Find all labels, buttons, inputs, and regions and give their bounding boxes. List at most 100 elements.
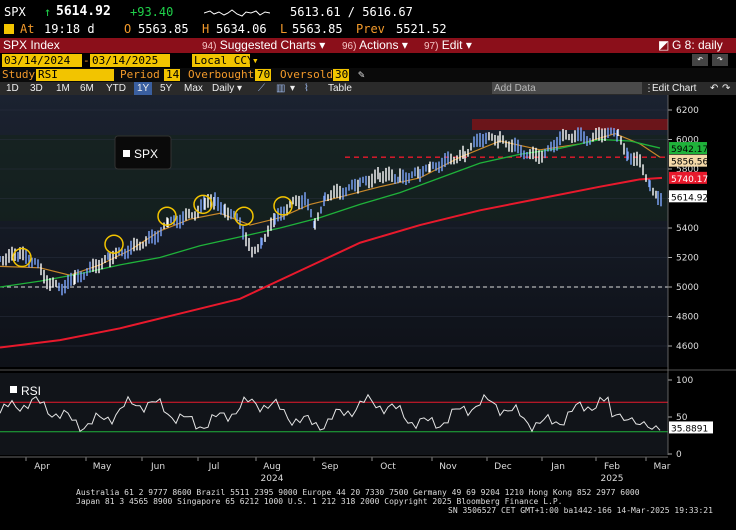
chart-name: G 8: daily: [672, 38, 723, 52]
caret-down-icon: ▾: [401, 38, 408, 52]
highlight-circle: [234, 206, 254, 226]
oversold-label: Oversold: [280, 68, 333, 81]
menu-num: 96): [342, 41, 357, 52]
currency-select[interactable]: Local CCY: [192, 54, 254, 67]
x-tick-label: Nov: [439, 462, 457, 472]
y-tick-label: 4600: [676, 342, 699, 352]
horizontal-lines: [0, 156, 668, 433]
frequency-select[interactable]: Daily ▾: [212, 82, 242, 95]
line-chart-icon[interactable]: ⟋: [258, 83, 265, 94]
settings-icon[interactable]: ⋮: [644, 83, 654, 94]
overbought-input[interactable]: 70: [255, 68, 271, 81]
price-tag: [669, 171, 707, 184]
x-tick-label: Feb: [604, 462, 620, 472]
add-data-input[interactable]: Add Data: [492, 82, 642, 94]
study-label: Study: [2, 68, 36, 81]
start-date-input[interactable]: 03/14/2024: [2, 54, 82, 67]
price-tag: [669, 190, 707, 203]
study-bar: Study RSI Period 14 Overbought 70 Overso…: [0, 68, 736, 82]
y-tick-label: 5400: [676, 224, 699, 234]
y-tick-label: 5000: [676, 283, 699, 293]
range-1m[interactable]: 1M: [56, 83, 70, 94]
candles: [0, 127, 662, 296]
study-select[interactable]: RSI: [36, 69, 114, 81]
range-3d[interactable]: 3D: [30, 83, 43, 94]
range-max[interactable]: Max: [184, 83, 203, 94]
rsi-lines: [0, 393, 661, 433]
price-tags: 5942.17 5856.56 5740.17 5614.92 35.8891: [669, 142, 713, 434]
rsi-tick-label: 50: [676, 413, 688, 423]
open-label: O: [124, 22, 132, 36]
menu-label: Edit: [441, 38, 463, 52]
ticker-symbol[interactable]: SPX: [4, 5, 26, 19]
ma-slow-line: [0, 176, 663, 349]
redo-icon[interactable]: ↷: [712, 54, 728, 66]
price-change: +93.40: [130, 5, 174, 19]
gridlines: [0, 109, 736, 371]
highlight-circle: [12, 247, 32, 268]
x-tick-label: Jul: [208, 462, 220, 472]
x-tick-label: Sep: [322, 462, 339, 472]
price-tag: [669, 142, 707, 155]
oversold-input[interactable]: 30: [333, 68, 349, 81]
caret-down-icon: ▾: [465, 38, 472, 52]
menu-actions[interactable]: 96) Actions ▾: [342, 38, 408, 54]
period-label: Period: [120, 68, 160, 81]
redo-icon[interactable]: ↷: [722, 83, 731, 94]
caret-down-icon[interactable]: ▾: [290, 83, 296, 94]
price-tag-label: 5942.17: [671, 145, 708, 155]
range-6m[interactable]: 6M: [80, 83, 94, 94]
y-tick-label: 6200: [676, 106, 699, 116]
highlight-circle: [157, 206, 177, 226]
chart-type-icon[interactable]: ▥: [276, 83, 286, 94]
ma-mid-line: [0, 138, 661, 288]
caret-down-icon: ▾: [319, 38, 326, 52]
high-label: H: [202, 22, 210, 36]
range-1y-selected[interactable]: 1Y: [134, 82, 153, 95]
menu-label: Suggested Charts: [219, 38, 316, 52]
menu-suggested-charts[interactable]: 94) Suggested Charts ▾: [202, 38, 325, 54]
undo-icon[interactable]: ↶: [710, 83, 719, 94]
y-tick-label: 6000: [676, 136, 699, 146]
table-button[interactable]: Table: [328, 83, 352, 94]
undo-icon[interactable]: ↶: [692, 54, 708, 66]
bid-ask: 5613.61 / 5616.67: [290, 5, 413, 19]
rsi-legend: RSI: [21, 384, 41, 398]
footer-line-1: Australia 61 2 9777 8600 Brazil 5511 239…: [76, 488, 640, 497]
rsi-tag: [669, 421, 713, 434]
end-date-input[interactable]: 03/14/2025: [90, 54, 170, 67]
x-tick-label: May: [93, 462, 112, 472]
resistance-zone: [472, 119, 668, 130]
last-price: 5614.92: [56, 4, 111, 19]
range-5y[interactable]: 5Y: [160, 83, 173, 94]
edit-chart-button[interactable]: Edit Chart: [652, 83, 697, 94]
x-tick-label: Dec: [494, 462, 511, 472]
quote-time: 19:18 d: [44, 22, 95, 36]
ticker-header: SPX ↑ 5614.92 +93.40 5613.61 / 5616.67 A…: [0, 0, 736, 38]
chart-area[interactable]: 6200600058005600540052005000480046001005…: [0, 95, 736, 490]
menu-label: Actions: [359, 38, 399, 52]
menu-edit[interactable]: 97) Edit ▾: [424, 38, 472, 54]
chart-page-icon[interactable]: ◩: [658, 38, 670, 52]
security-name[interactable]: SPX Index: [3, 38, 60, 52]
caret-down-icon[interactable]: ▾: [252, 54, 259, 67]
legend-square-icon: [10, 386, 17, 393]
frequency-label: Daily: [212, 83, 235, 94]
range-1d[interactable]: 1D: [6, 83, 19, 94]
caret-down-icon: ▾: [237, 83, 243, 94]
footer-line-2: Japan 81 3 4565 8900 Singapore 65 6212 1…: [76, 497, 563, 506]
menu-num: 97): [424, 41, 439, 52]
price-tag: [669, 154, 707, 167]
range-ytd[interactable]: YTD: [106, 83, 126, 94]
chart-toolbar: 1D 3D 1M 6M YTD 1Y 5Y Max Daily ▾ ⟋ ▥ ▾ …: [0, 82, 736, 95]
rsi-tag-label: 35.8891: [671, 424, 708, 434]
pencil-icon[interactable]: ✎: [358, 68, 365, 81]
year-2024: 2024: [261, 474, 284, 484]
date-separator: -: [83, 54, 90, 67]
price-tag-label: 5614.92: [671, 193, 708, 203]
up-arrow-icon: ↑: [44, 5, 52, 19]
indicator-icon[interactable]: ⌇: [304, 83, 309, 94]
period-input[interactable]: 14: [164, 68, 180, 81]
highlight-circle: [193, 194, 213, 215]
spx-legend: SPX: [134, 147, 158, 161]
